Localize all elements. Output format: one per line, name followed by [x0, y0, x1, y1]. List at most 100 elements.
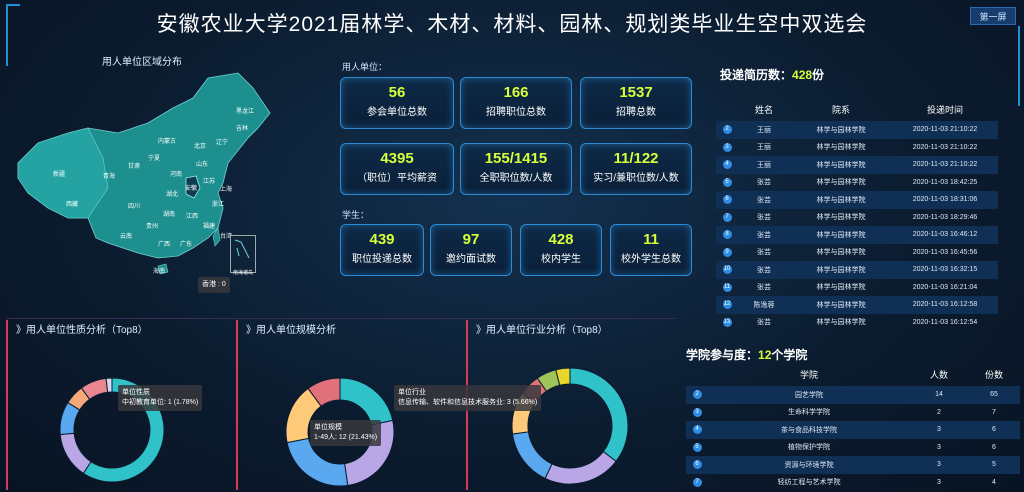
china-map[interactable]: 新疆 西藏 青海 甘肃 内蒙古 黑龙江 吉林 辽宁 北京 宁夏 四川 云南 贵州…	[8, 68, 278, 278]
scale-donut-chart[interactable]	[270, 360, 420, 492]
table-row[interactable]: 3 王丽 林学与园林学院 2020-11-03 21:10:22	[716, 139, 998, 157]
donut-slice[interactable]	[105, 377, 113, 393]
stat-card: 155/1415 全职职位数/人数	[460, 143, 572, 195]
table-row[interactable]: 11 张芸 林学与园林学院 2020-11-03 16:21:04	[716, 279, 998, 297]
map-label: 江苏	[203, 177, 215, 185]
row-name: 张芸	[757, 284, 771, 292]
row-number-badge: 2	[722, 125, 732, 135]
map-label: 贵州	[146, 222, 158, 230]
map-taiwan[interactable]	[212, 227, 221, 247]
row-number-badge: 11	[722, 282, 732, 292]
table-row[interactable]: 2 园艺学院 14 65	[686, 386, 1020, 404]
row-time: 2020-11-03 21:10:22	[892, 156, 998, 174]
stat-card: 4395 （职位）平均薪资	[340, 143, 454, 195]
south-sea-islands-shape	[234, 239, 250, 259]
table-row[interactable]: 7 张芸 林学与园林学院 2020-11-03 18:29:46	[716, 209, 998, 227]
table-row[interactable]: 6 资源与环境学院 3 5	[686, 456, 1020, 474]
map-hainan[interactable]	[157, 263, 169, 275]
col-name: 姓名	[754, 104, 773, 115]
tooltip-title: 单位规模	[314, 424, 342, 431]
screen-switch-button[interactable]: 第一屏	[970, 7, 1016, 25]
table-row[interactable]: 6 张芸 林学与园林学院 2020-11-03 18:31:06	[716, 191, 998, 209]
row-index: 2	[716, 121, 738, 139]
stat-label: 职位投递总数	[352, 254, 412, 265]
col-index	[686, 362, 708, 386]
col-college: 学院	[799, 369, 818, 380]
map-west-region[interactable]	[17, 127, 109, 219]
row-number-badge: 8	[722, 230, 732, 240]
table-row[interactable]: 5 植物保护学院 3 6	[686, 439, 1020, 457]
stat-label: 校内学生	[541, 254, 581, 265]
row-index: 13	[716, 314, 738, 332]
row-time: 2020-11-03 18:42:25	[912, 178, 978, 186]
row-index: 12	[716, 296, 738, 314]
table-row[interactable]: 4 茶与食品科技学院 3 6	[686, 421, 1020, 439]
donut-slice[interactable]	[555, 367, 571, 386]
row-copies: 6	[968, 421, 1020, 439]
row-number-badge: 5	[722, 177, 732, 187]
row-time: 2020-11-03 21:10:22	[892, 121, 998, 139]
row-number-badge: 10	[722, 265, 732, 275]
row-time: 2020-11-03 16:45:56	[912, 248, 978, 256]
stat-label: 邀约面试数	[446, 254, 496, 265]
row-time: 2020-11-03 16:32:15	[892, 261, 998, 279]
row-dept: 林学与园林学院	[790, 156, 892, 174]
col-time: 投递时间	[926, 104, 963, 115]
map-label: 上海	[220, 185, 232, 193]
nature-donut-chart[interactable]	[40, 360, 190, 492]
table-row[interactable]: 5 张芸 林学与园林学院 2020-11-03 18:42:25	[716, 174, 998, 192]
map-label: 四川	[128, 203, 140, 210]
stat-value: 97	[462, 231, 480, 248]
row-people: 3	[937, 443, 941, 451]
donut-slice[interactable]	[59, 432, 92, 475]
row-name: 张芸	[738, 261, 790, 279]
row-time: 2020-11-03 21:10:22	[912, 143, 978, 151]
table-row[interactable]: 8 张芸 林学与园林学院 2020-11-03 16:46:12	[716, 226, 998, 244]
table-row[interactable]: 13 张芸 林学与园林学院 2020-11-03 16:12:54	[716, 314, 998, 332]
table-row[interactable]: 2 王丽 林学与园林学院 2020-11-03 21:10:22	[716, 121, 998, 139]
row-index: 11	[716, 279, 738, 297]
stat-label: 实习/兼职位数/人数	[593, 173, 679, 184]
college-title: 学院参与度：12个学院	[686, 346, 807, 363]
row-number-badge: 6	[722, 195, 732, 205]
panel-bracket	[6, 320, 16, 490]
row-name: 张芸	[738, 191, 790, 209]
stat-card: 1537 招聘总数	[580, 77, 692, 129]
row-number-badge: 4	[692, 425, 702, 435]
row-time: 2020-11-03 16:21:04	[912, 283, 978, 291]
industry-donut-chart[interactable]	[500, 354, 650, 492]
map-label: 辽宁	[216, 138, 228, 146]
stat-value: 428	[548, 231, 574, 248]
row-people: 3	[910, 456, 968, 474]
map-anhui-highlight[interactable]	[185, 175, 201, 199]
table-row[interactable]: 7 轻纺工程与艺术学院 3 4	[686, 474, 1020, 492]
table-row[interactable]: 12 陈逸蓉 林学与园林学院 2020-11-03 16:12:58	[716, 296, 998, 314]
table-row[interactable]: 9 张芸 林学与园林学院 2020-11-03 16:45:56	[716, 244, 998, 262]
row-number-badge: 5	[692, 442, 702, 452]
row-dept: 林学与园林学院	[790, 226, 892, 244]
tooltip-title: 单位行业	[398, 389, 426, 396]
frame-left-line	[6, 4, 20, 66]
donut-slice[interactable]	[511, 431, 553, 480]
map-tooltip: 香港 : 0	[198, 277, 230, 293]
map-title: 用人单位区域分布	[102, 57, 182, 68]
donut3-tooltip: 单位行业 信息传输、软件和信息技术服务业: 3 (5.66%)	[394, 385, 542, 411]
map-label: 吉林	[236, 124, 248, 132]
row-copies: 4	[992, 478, 996, 486]
donut-slice[interactable]	[307, 377, 341, 407]
donut-slice[interactable]	[544, 450, 617, 485]
table-row[interactable]: 3 生命科学学院 2 7	[686, 404, 1020, 422]
row-index: 9	[716, 244, 738, 262]
row-copies: 7	[992, 408, 996, 416]
row-number-badge: 9	[722, 247, 732, 257]
table-row[interactable]: 10 张芸 林学与园林学院 2020-11-03 16:32:15	[716, 261, 998, 279]
row-index: 6	[686, 456, 708, 474]
donut-slice[interactable]	[569, 367, 629, 462]
row-number-badge: 6	[692, 460, 702, 470]
stat-label: 招聘职位总数	[486, 107, 546, 118]
resume-title: 投递简历数：428份	[720, 66, 824, 83]
donut-slice[interactable]	[339, 377, 394, 426]
row-dept: 林学与园林学院	[790, 191, 892, 209]
stat-value: 56	[388, 84, 406, 101]
table-row[interactable]: 4 王丽 林学与园林学院 2020-11-03 21:10:22	[716, 156, 998, 174]
